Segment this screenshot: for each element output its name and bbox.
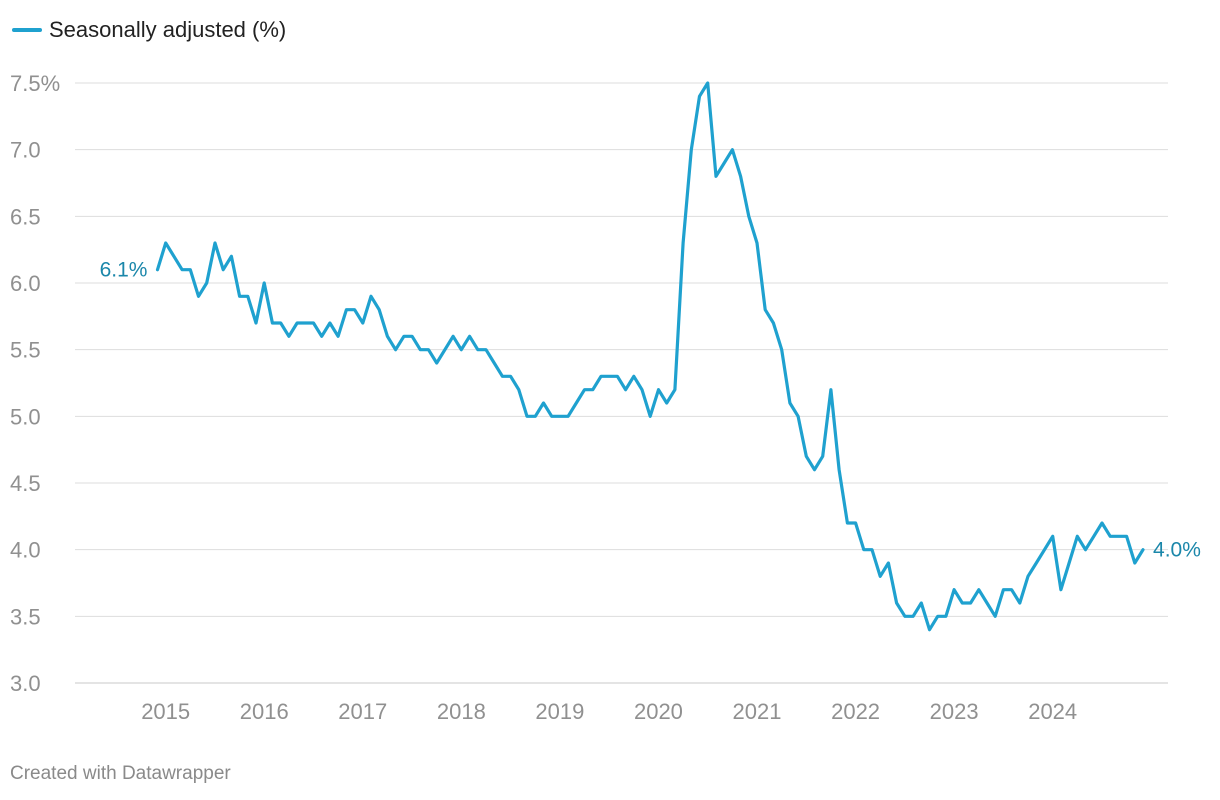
x-tick-label: 2017 (338, 699, 387, 724)
x-tick-label: 2021 (733, 699, 782, 724)
footer-credit: Created with Datawrapper (10, 763, 231, 784)
y-tick-label: 5.5 (10, 338, 41, 363)
y-tick-label: 3.5 (10, 604, 41, 629)
y-tick-label: 5.0 (10, 404, 41, 429)
x-tick-label: 2022 (831, 699, 880, 724)
x-tick-label: 2016 (240, 699, 289, 724)
y-tick-label: 4.0 (10, 538, 41, 563)
data-label: 4.0% (1153, 539, 1201, 562)
x-tick-label: 2019 (535, 699, 584, 724)
x-tick-label: 2015 (141, 699, 190, 724)
y-tick-label: 4.5 (10, 471, 41, 496)
y-tick-label: 7.0 (10, 138, 41, 163)
series-line (155, 81, 1145, 632)
chart-legend: Seasonally adjusted (%) (12, 14, 286, 46)
y-tick-label: 6.5 (10, 204, 41, 229)
legend-label: Seasonally adjusted (%) (49, 17, 287, 42)
y-tick-label: 6.0 (10, 271, 41, 296)
x-tick-label: 2018 (437, 699, 486, 724)
data-label: 6.1% (100, 259, 148, 282)
legend-swatch (12, 28, 42, 32)
x-tick-label: 2024 (1028, 699, 1077, 724)
x-tick-label: 2023 (930, 699, 979, 724)
y-tick-label: 3.0 (10, 671, 41, 696)
y-tick-label: 7.5% (10, 71, 60, 96)
x-tick-label: 2020 (634, 699, 683, 724)
